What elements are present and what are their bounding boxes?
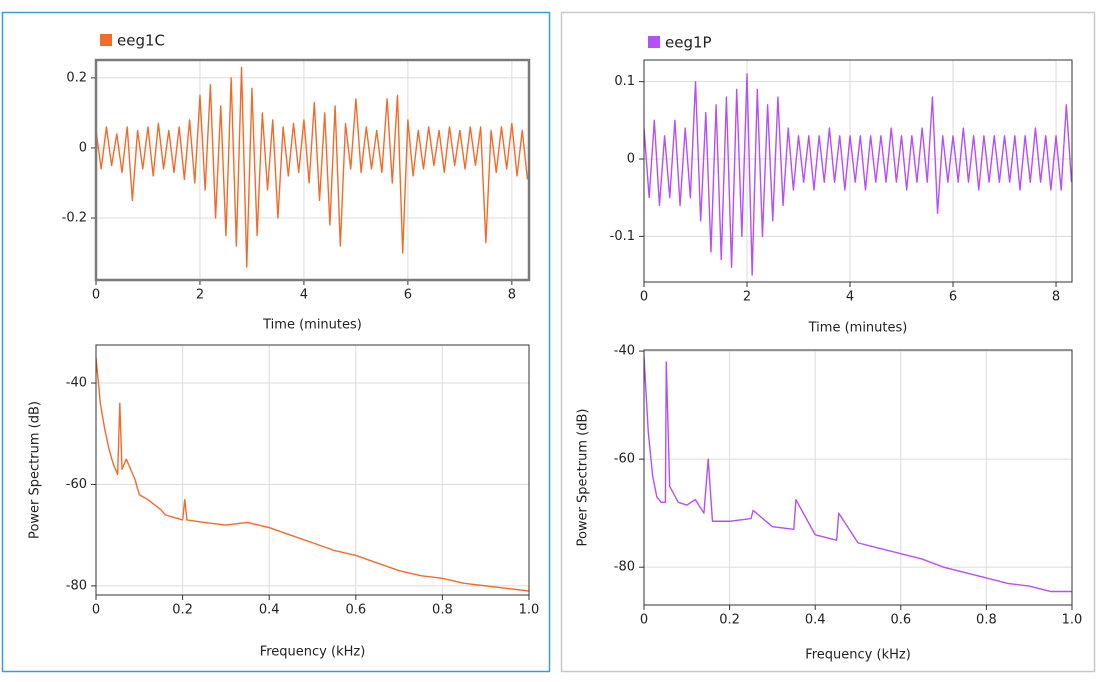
legend-swatch [100,34,112,46]
plot-area [644,350,1072,605]
plot-frame [95,344,530,596]
x-axis-label: Frequency (kHz) [260,645,366,660]
legend-swatch [648,36,660,48]
plot [96,357,529,592]
x-tick-label: 2 [743,290,751,305]
x-tick-label: 0.2 [172,603,193,618]
plot [644,356,1072,593]
x-tick-label: 0.8 [976,613,997,628]
x-tick-label: 0.4 [805,613,826,628]
x-tick-label: 0 [640,290,648,305]
x-tick-label: 4 [300,288,308,303]
plot-frame [643,59,1073,283]
x-tick-label: 0.6 [345,603,366,618]
x-tick-label: 0.6 [890,613,911,628]
y-tick-label: -0.1 [610,229,635,244]
x-tick-label: 2 [196,288,204,303]
x-tick-label: 0.4 [259,603,280,618]
y-tick-label: 0 [627,152,635,167]
plot [96,66,529,268]
y-tick-label: 0.2 [66,70,87,85]
x-tick-label: 0 [640,613,648,628]
y-tick-label: 0.1 [614,74,635,89]
y-tick-label: -80 [66,578,87,593]
legend-label: eeg1P [665,34,712,52]
x-tick-label: 0.2 [719,613,740,628]
signal-line [96,357,529,592]
x-tick-label: 4 [846,290,854,305]
signal-line [96,66,529,268]
plot-area [96,345,529,595]
y-axis-label: Power Spectrum (dB) [576,409,591,547]
x-tick-label: 1.0 [1062,613,1083,628]
y-tick-label: -60 [614,452,635,467]
y-tick-label: -0.2 [62,210,87,225]
plot-frame [94,58,531,282]
x-tick-label: 8 [508,288,516,303]
plot-frame [643,349,1073,606]
y-tick-label: -60 [66,477,87,492]
x-tick-label: 1.0 [519,603,540,618]
legend-label: eeg1C [117,32,165,50]
signal-line [644,73,1072,276]
y-tick-label: 0 [79,140,87,155]
x-tick-label: 0.8 [432,603,453,618]
x-axis-label: Time (minutes) [808,321,908,336]
x-axis-label: Time (minutes) [262,318,362,333]
x-tick-label: 0 [92,603,100,618]
y-tick-label: -40 [66,376,87,391]
y-axis-label: Power Spectrum (dB) [28,401,43,539]
x-tick-label: 8 [1052,290,1060,305]
x-axis-label: Frequency (kHz) [805,648,911,663]
x-tick-label: 6 [404,288,412,303]
plot-area [96,60,529,280]
y-tick-label: -80 [614,560,635,575]
plot [644,73,1072,276]
x-tick-label: 6 [949,290,957,305]
x-tick-label: 0 [92,288,100,303]
y-tick-label: -40 [614,344,635,359]
signal-line [644,356,1072,593]
